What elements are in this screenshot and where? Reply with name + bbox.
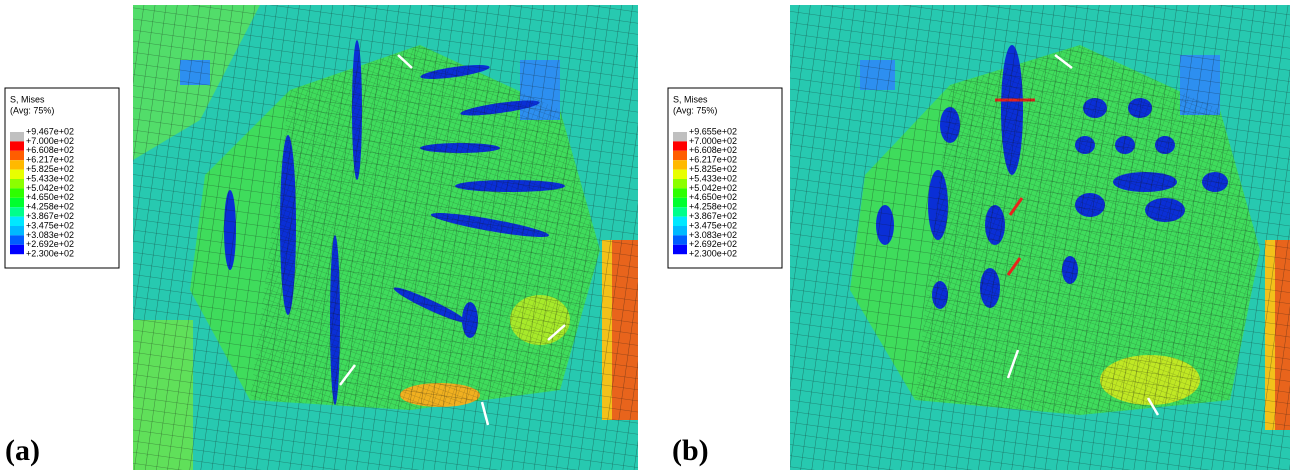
legend-value: +4.258e+02 — [26, 202, 74, 212]
legend-value: +5.825e+02 — [689, 164, 737, 174]
legend-value: +9.467e+02 — [26, 126, 74, 136]
legend-value: +4.650e+02 — [689, 192, 737, 202]
legend-swatch — [673, 197, 687, 208]
legend-subtitle: (Avg: 75%) — [10, 105, 54, 115]
legend-swatch — [673, 150, 687, 161]
legend-swatch — [10, 207, 24, 217]
legend-swatch — [673, 207, 687, 217]
legend-value: +2.300e+02 — [689, 249, 737, 259]
legend-value: +5.042e+02 — [689, 183, 737, 193]
legend-swatch — [673, 226, 687, 236]
legend-swatch — [673, 141, 687, 151]
legend-value: +4.650e+02 — [26, 192, 74, 202]
legend: S, Mises(Avg: 75%)+9.655e+02+7.000e+02+6… — [667, 87, 783, 269]
legend-swatch — [673, 216, 687, 226]
legend-swatch — [10, 244, 24, 255]
contour-plot-a — [133, 5, 638, 470]
legend-value: +6.217e+02 — [26, 155, 74, 165]
legend-value: +5.042e+02 — [26, 183, 74, 193]
panel-label: (a) — [5, 434, 40, 467]
legend-swatch — [10, 160, 24, 170]
contour-plot-b — [790, 5, 1290, 470]
legend-subtitle: (Avg: 75%) — [673, 105, 717, 115]
legend-swatch — [10, 169, 24, 179]
legend-value: +4.258e+02 — [689, 202, 737, 212]
legend-value: +2.692e+02 — [26, 239, 74, 249]
legend-value: +5.433e+02 — [689, 173, 737, 183]
legend: S, Mises(Avg: 75%)+9.467e+02+7.000e+02+6… — [4, 87, 120, 269]
legend-swatch — [673, 179, 687, 189]
legend-value: +3.083e+02 — [689, 230, 737, 240]
legend-swatch — [10, 132, 24, 142]
legend-value: +2.300e+02 — [26, 249, 74, 259]
legend-title: S, Mises — [673, 94, 708, 104]
legend-title: S, Mises — [10, 94, 45, 104]
legend-value: +5.433e+02 — [26, 173, 74, 183]
legend-value: +6.217e+02 — [689, 155, 737, 165]
legend-swatch — [10, 235, 24, 245]
legend-swatch — [673, 169, 687, 179]
legend-value: +3.475e+02 — [689, 220, 737, 230]
legend-swatch — [10, 150, 24, 161]
legend-value: +3.867e+02 — [26, 211, 74, 221]
legend-swatch — [10, 188, 24, 198]
legend-swatch — [673, 132, 687, 142]
panel-label: (b) — [672, 434, 709, 467]
legend-swatch — [10, 197, 24, 208]
legend-value: +3.475e+02 — [26, 220, 74, 230]
legend-swatch — [673, 235, 687, 245]
legend-swatch — [10, 179, 24, 189]
legend-swatch — [673, 244, 687, 255]
legend-value: +7.000e+02 — [26, 136, 74, 146]
legend-value: +5.825e+02 — [26, 164, 74, 174]
legend-value: +7.000e+02 — [689, 136, 737, 146]
legend-value: +2.692e+02 — [689, 239, 737, 249]
legend-value: +6.608e+02 — [689, 145, 737, 155]
legend-swatch — [10, 141, 24, 151]
legend-value: +3.867e+02 — [689, 211, 737, 221]
legend-swatch — [10, 226, 24, 236]
legend-value: +6.608e+02 — [26, 145, 74, 155]
legend-swatch — [10, 216, 24, 226]
legend-value: +3.083e+02 — [26, 230, 74, 240]
legend-swatch — [673, 160, 687, 170]
legend-swatch — [673, 188, 687, 198]
legend-value: +9.655e+02 — [689, 126, 737, 136]
